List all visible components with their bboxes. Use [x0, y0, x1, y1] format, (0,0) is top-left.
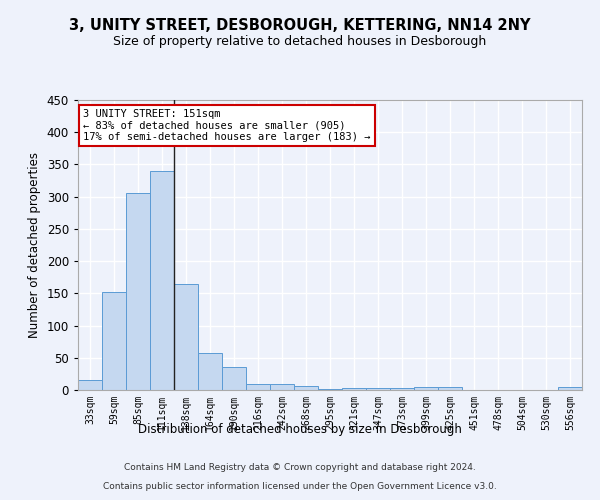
Bar — [78, 380, 102, 390]
Bar — [222, 368, 246, 390]
Bar — [438, 387, 462, 390]
Bar — [414, 387, 438, 390]
Bar — [390, 388, 414, 390]
Bar — [246, 384, 270, 390]
Y-axis label: Number of detached properties: Number of detached properties — [28, 152, 41, 338]
Text: 3, UNITY STREET, DESBOROUGH, KETTERING, NN14 2NY: 3, UNITY STREET, DESBOROUGH, KETTERING, … — [69, 18, 531, 32]
Bar — [102, 292, 126, 390]
Bar — [294, 386, 318, 390]
Text: 3 UNITY STREET: 151sqm
← 83% of detached houses are smaller (905)
17% of semi-de: 3 UNITY STREET: 151sqm ← 83% of detached… — [83, 108, 371, 142]
Text: Contains HM Land Registry data © Crown copyright and database right 2024.: Contains HM Land Registry data © Crown c… — [124, 464, 476, 472]
Bar — [198, 354, 222, 390]
Bar — [150, 171, 174, 390]
Text: Contains public sector information licensed under the Open Government Licence v3: Contains public sector information licen… — [103, 482, 497, 491]
Bar — [366, 388, 390, 390]
Text: Size of property relative to detached houses in Desborough: Size of property relative to detached ho… — [113, 35, 487, 48]
Bar — [318, 388, 342, 390]
Bar — [126, 194, 150, 390]
Bar — [342, 388, 366, 390]
Bar — [270, 384, 294, 390]
Text: Distribution of detached houses by size in Desborough: Distribution of detached houses by size … — [138, 422, 462, 436]
Bar — [174, 284, 198, 390]
Bar — [558, 388, 582, 390]
